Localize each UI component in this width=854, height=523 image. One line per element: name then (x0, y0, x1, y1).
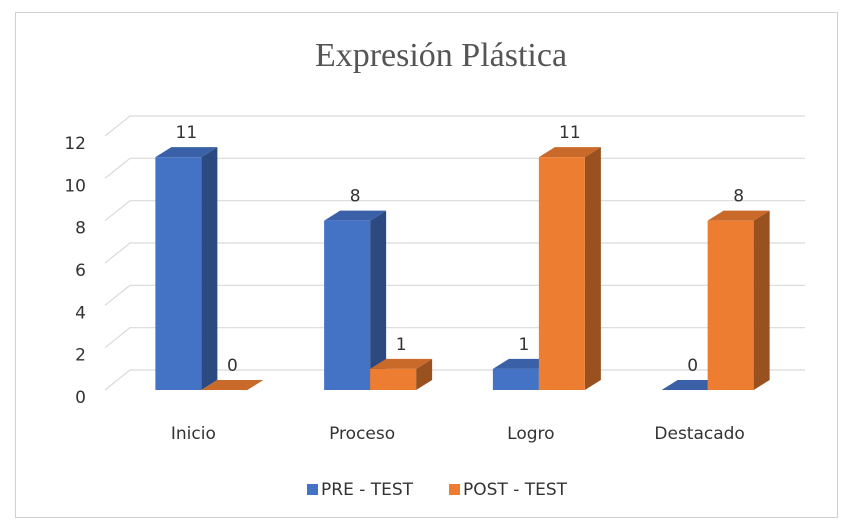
data-label: 8 (350, 187, 361, 207)
legend-swatch (307, 484, 318, 495)
grid-line (104, 115, 805, 137)
bar (201, 380, 264, 390)
x-tick-label: Inicio (171, 424, 216, 444)
bar-top (707, 210, 770, 221)
chart-border (15, 12, 838, 518)
y-tick-label: 4 (75, 303, 86, 323)
bar-top (370, 358, 433, 369)
legend-label: PRE - TEST (321, 480, 414, 500)
bar (155, 147, 218, 390)
data-label: 11 (176, 123, 198, 143)
bar-side (370, 210, 387, 390)
bar-front (370, 368, 417, 390)
bar-front (707, 220, 754, 390)
data-label: 0 (227, 356, 238, 376)
bar (707, 210, 770, 390)
bar-front (324, 220, 371, 390)
bar (538, 147, 601, 390)
bar-side (584, 147, 601, 390)
bar-top (155, 147, 218, 158)
bar-top (324, 210, 387, 221)
y-tick-label: 0 (75, 388, 86, 408)
data-label: 11 (559, 123, 581, 143)
legend-label: POST - TEST (463, 480, 568, 500)
bar-top (538, 147, 601, 158)
data-label: 1 (518, 335, 529, 355)
legend-swatch (449, 484, 460, 495)
bar (324, 210, 387, 390)
data-label: 0 (687, 356, 698, 376)
x-tick-label: Destacado (654, 424, 744, 444)
y-tick-label: 8 (75, 219, 86, 239)
y-tick-label: 12 (64, 134, 86, 154)
bar-front (155, 157, 202, 390)
bar-front (538, 157, 585, 390)
x-tick-label: Proceso (329, 424, 395, 444)
bar (370, 358, 433, 390)
y-tick-label: 10 (64, 176, 86, 196)
y-tick-label: 6 (75, 261, 86, 281)
bar-side (753, 210, 770, 390)
bar-front (492, 368, 539, 390)
bar-top (201, 380, 264, 390)
data-label: 8 (733, 187, 744, 207)
bar-side (201, 147, 218, 390)
chart-title: Expresión Plástica (315, 37, 567, 74)
bar-side (416, 358, 433, 390)
y-tick-label: 2 (75, 346, 86, 366)
data-label: 1 (396, 335, 407, 355)
x-tick-label: Logro (507, 424, 554, 444)
